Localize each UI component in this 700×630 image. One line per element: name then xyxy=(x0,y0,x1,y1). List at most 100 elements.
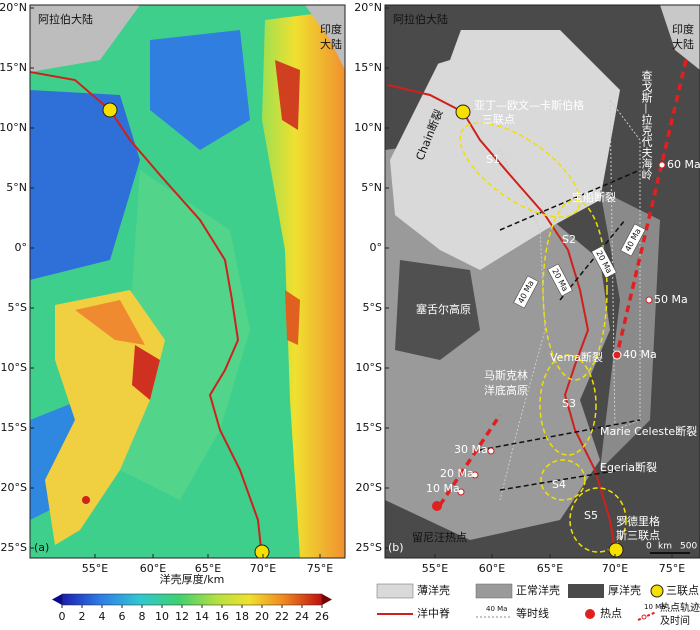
annotation: Marie Celeste断裂 xyxy=(600,424,697,438)
colorbar-tick-label: 12 xyxy=(175,610,189,623)
annotation: 罗德里格 xyxy=(616,514,660,528)
segment-label: S5 xyxy=(584,509,598,522)
lat-label: 20°N xyxy=(354,1,382,14)
segment-label: S4 xyxy=(552,478,566,491)
segment-label: S3 xyxy=(562,397,576,410)
lon-label: 60°E xyxy=(140,562,166,575)
colorbar-tick-label: 22 xyxy=(275,610,289,623)
lat-label: 10°N xyxy=(0,121,27,134)
legend-label: 正常洋壳 xyxy=(516,583,560,597)
place-label: 阿拉伯大陆 xyxy=(38,12,93,26)
annotation: 亚丁—欧文—卡斯伯格 xyxy=(474,98,584,112)
colorbar-tick-label: 18 xyxy=(235,610,249,623)
legend-label: 热点 xyxy=(600,607,622,620)
lat-label: 20°S xyxy=(356,481,382,494)
scale-label: km xyxy=(658,542,672,552)
lat-label: 0° xyxy=(370,241,383,254)
place-label: 大陆 xyxy=(320,37,342,51)
place-label: 印度 xyxy=(672,22,694,36)
thickness-map xyxy=(30,5,345,558)
colorbar-title: 洋壳厚度/km xyxy=(160,572,225,586)
lat-label: 15°N xyxy=(354,61,382,74)
panel-label: (a) xyxy=(34,541,49,554)
annotation: 三联点 xyxy=(482,113,515,126)
place-label: 阿拉伯大陆 xyxy=(393,12,448,26)
colorbar-tick-label: 26 xyxy=(315,610,329,623)
legend-label: 10 Ma xyxy=(644,603,665,611)
colorbar-tick-label: 24 xyxy=(295,610,309,623)
label-box xyxy=(513,275,539,309)
lat-label: 10°N xyxy=(354,121,382,134)
colorbar-tick-label: 4 xyxy=(99,610,106,623)
scale-label: 0 xyxy=(646,542,652,552)
annotation: 塞舌尔高原 xyxy=(416,302,471,316)
legend-label: 及时间 xyxy=(660,614,690,627)
legend-label: 洋中脊 xyxy=(417,606,450,620)
colorbar-tick-label: 8 xyxy=(139,610,146,623)
legend-label: 40 Ma xyxy=(486,605,507,613)
panel-frame xyxy=(384,4,700,559)
colorbar-tick-label: 16 xyxy=(215,610,229,623)
segment-label: S2 xyxy=(562,233,576,246)
lat-label: 15°N xyxy=(0,61,27,74)
legend-label: 热点轨迹 xyxy=(660,601,700,614)
colorbar-tick-label: 10 xyxy=(155,610,169,623)
annotation: 斯三联点 xyxy=(616,529,660,542)
lat-label: 25°S xyxy=(1,541,27,554)
annotation: 查戈斯—拉克代夫海岭 xyxy=(640,69,653,181)
legend-label: 薄洋壳 xyxy=(417,583,450,597)
lon-label: 75°E xyxy=(659,562,685,575)
hotspot-age: 20 Ma xyxy=(440,467,474,480)
lat-label: 25°S xyxy=(356,541,382,554)
lon-label: 70°E xyxy=(602,562,628,575)
annotation: 宝船断裂 xyxy=(572,190,616,204)
lat-label: 10°S xyxy=(1,361,27,374)
lon-label: 75°E xyxy=(307,562,333,575)
crust-map xyxy=(385,5,700,558)
place-label: 印度 xyxy=(320,22,342,36)
lat-label: 15°S xyxy=(1,421,27,434)
panel-frame xyxy=(29,4,346,559)
colorbar-tick-label: 14 xyxy=(195,610,209,623)
annotation: 马斯克林 xyxy=(484,368,528,382)
lat-label: 0° xyxy=(15,241,28,254)
colorbar-tick-label: 0 xyxy=(59,610,66,623)
annotation: Egeria断裂 xyxy=(600,460,657,474)
lat-label: 10°S xyxy=(356,361,382,374)
hotspot-age: 40 Ma xyxy=(623,348,657,361)
lat-label: 20°N xyxy=(0,1,27,14)
label-box xyxy=(620,223,646,257)
label-box xyxy=(547,263,573,297)
colorbar-tick-label: 6 xyxy=(119,610,126,623)
lat-label: 20°S xyxy=(1,481,27,494)
annotation: Vema断裂 xyxy=(550,350,603,364)
legend-label: 三联点 xyxy=(666,584,699,597)
lon-label: 55°E xyxy=(82,562,108,575)
lon-label: 60°E xyxy=(479,562,505,575)
lon-label: 55°E xyxy=(422,562,448,575)
legend-label: 等时线 xyxy=(516,606,549,620)
lon-label: 65°E xyxy=(195,562,221,575)
hotspot-age: 10 Ma xyxy=(426,482,460,495)
legend-label: 厚洋壳 xyxy=(608,583,641,597)
label-box xyxy=(591,245,617,279)
colorbar: 0 2 4 6 8 10 12 14 16 18 20 22 24 26 xyxy=(52,593,332,623)
colorbar-tick-label: 20 xyxy=(255,610,269,623)
legend xyxy=(376,583,664,621)
panel-label: (b) xyxy=(388,541,404,554)
annotation: 留尼汪热点 xyxy=(412,531,467,544)
lat-label: 5°S xyxy=(8,301,27,314)
lat-label: 5°S xyxy=(363,301,382,314)
hotspot-age: 50 Ma xyxy=(654,293,688,306)
lon-label: 70°E xyxy=(250,562,276,575)
annotation: 洋底高原 xyxy=(484,383,528,397)
hotspot-age: 30 Ma xyxy=(454,443,488,456)
lat-label: 15°S xyxy=(356,421,382,434)
hotspot-age: 60 Ma xyxy=(667,158,700,171)
lon-label: 65°E xyxy=(537,562,563,575)
lat-label: 5°N xyxy=(6,181,27,194)
segment-label: S1 xyxy=(486,153,500,166)
scale-label: 500 xyxy=(680,542,697,552)
lat-label: 5°N xyxy=(361,181,382,194)
